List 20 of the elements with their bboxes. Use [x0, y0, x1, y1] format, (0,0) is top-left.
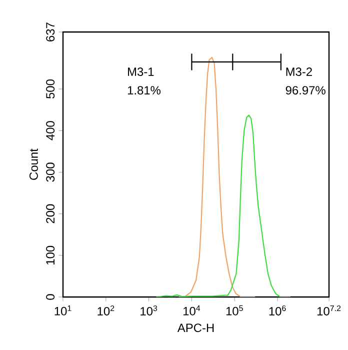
annotation: 1.81% [128, 86, 161, 95]
x-tick-label: 10$^{3}$ [140, 305, 158, 316]
x-tick-label: 10$^{7.2}$ [317, 305, 341, 316]
x-tick-label: 10$^{1}$ [54, 305, 72, 316]
x-tick-label: 10$^{4}$ [184, 305, 200, 316]
x-tick-label: 10$^{6}$ [269, 305, 286, 316]
y-axis-title: Count [29, 148, 38, 180]
y-tick-label: 0 [46, 294, 55, 300]
annotation: M3-2 [286, 68, 312, 76]
annotation: 96.97% [286, 86, 326, 95]
annotation: M3-1 [128, 68, 154, 76]
y-tick-label: 200 [46, 204, 55, 224]
x-tick-label: 10$^{2}$ [98, 305, 114, 316]
y-tick-label: 500 [46, 79, 55, 98]
y-tick-label: 100 [46, 246, 55, 264]
y-tick-label: 637 [46, 22, 55, 42]
y-tick-label: 400 [46, 121, 55, 140]
x-tick-label: 10$^{5}$ [226, 305, 243, 316]
x-axis-title: APC-H [177, 324, 214, 332]
y-tick-label: 300 [46, 162, 55, 182]
